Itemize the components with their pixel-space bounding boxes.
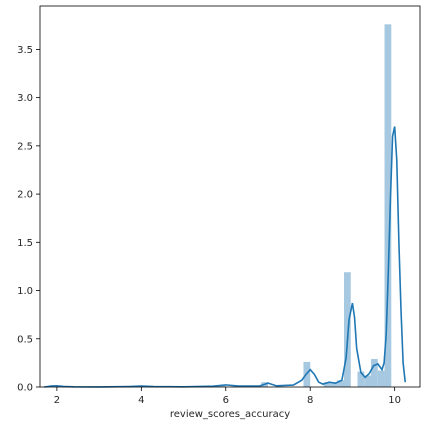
y-tick-label: 2.0 [17,190,33,201]
y-tick-label: 2.5 [17,141,33,152]
y-tick-label: 3.0 [17,93,33,104]
x-axis-ticks: 2 4 6 8 10 [54,387,401,406]
histogram-bar [384,24,392,388]
x-tick-label: 10 [388,395,401,406]
x-tick-label: 8 [307,395,313,406]
histogram-bar [364,375,372,387]
histogram-bar [371,359,378,387]
histogram-bar [337,380,344,387]
kde-curve [44,126,407,388]
y-tick-label: 3.5 [17,45,33,56]
x-axis-label: review_scores_accuracy [170,409,290,420]
plot-frame [39,5,421,388]
y-tick-label: 0.5 [17,334,33,345]
y-tick-label: 0.0 [17,383,33,394]
x-tick-label: 2 [54,395,60,406]
histogram-bars [50,24,392,388]
y-tick-label: 1.5 [17,238,33,249]
x-tick-label: 6 [223,395,229,406]
x-tick-label: 4 [138,395,144,406]
histogram-bar [330,383,338,387]
y-axis-ticks: 0.0 0.5 1.0 1.5 2.0 2.5 3.0 3.5 [17,45,40,394]
histogram-bar [344,272,351,387]
histogram-bar [357,371,365,387]
histogram-bar [323,382,331,387]
histogram-bar [377,370,385,387]
y-tick-label: 1.0 [17,286,33,297]
